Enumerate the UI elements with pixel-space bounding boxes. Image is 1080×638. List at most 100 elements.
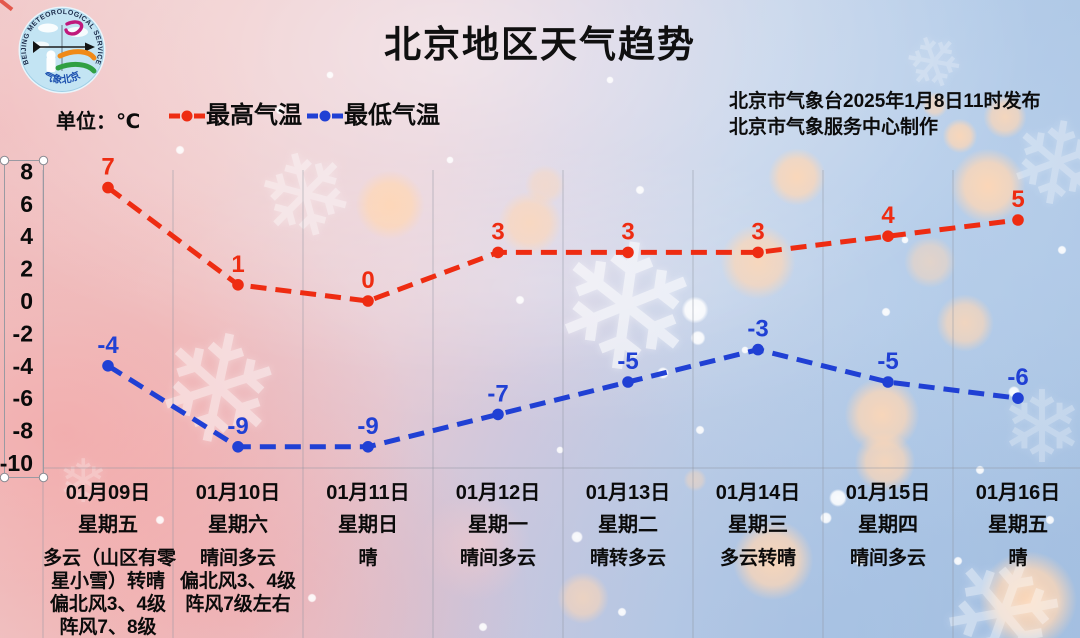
high-temp-value-label: 0 [361, 267, 374, 294]
logo-ribbon-magenta [64, 20, 84, 36]
high-temp-point [752, 246, 764, 259]
logo-radar-tower [46, 57, 56, 72]
high-temp-value-label: 4 [881, 202, 895, 229]
low-temp-point [752, 343, 764, 356]
day-weather-line: 晴间多云 [849, 548, 926, 569]
day-weather-line: 偏北风3、4级 [49, 594, 167, 615]
source-line-1: 北京市气象台2025年1月8日11时发布 [729, 91, 1041, 112]
high-temp-line-sample [169, 110, 205, 122]
page-title: 北京地区天气趋势 [384, 24, 696, 65]
high-temp-value-label: 3 [751, 218, 764, 245]
day-weekday: 星期三 [728, 514, 788, 536]
selection-handle [38, 472, 49, 483]
day-weather-line: 晴 [1008, 548, 1028, 569]
day-weekday: 星期五 [78, 514, 138, 536]
high-temp-value-label: 3 [621, 218, 634, 245]
legend-label-low-temp: 最低气温 [344, 102, 440, 129]
logo-ribbon-green [55, 61, 97, 74]
high-temp-value-label: 3 [491, 218, 504, 245]
high-temp-value-label: 7 [101, 154, 114, 181]
low-temp-value-label: -5 [617, 348, 638, 375]
low-temp-point [492, 408, 504, 421]
low-temp-value-label: -9 [227, 413, 248, 440]
y-axis-tick: -10 [0, 450, 33, 476]
day-weather: 多云（山区有零 星小雪）转晴 偏北风3、4级 阵风7、8级 [43, 547, 177, 638]
day-weather: 晴间多云 [433, 547, 563, 570]
high-temp-point [492, 246, 504, 259]
low-temp-line-sample [307, 110, 343, 122]
y-axis-tick: -4 [13, 353, 34, 379]
low-temp-point [362, 441, 374, 453]
day-column: 01月09日 星期五多云（山区有零 星小雪）转晴 偏北风3、4级 阵风7、8级 [43, 481, 177, 638]
day-column: 01月10日 星期六晴间多云 偏北风3、4级 阵风7级左右 [173, 481, 303, 638]
unit-label: 单位：℃ [56, 111, 141, 133]
day-weather: 多云转晴 [693, 547, 823, 570]
selection-handle [0, 155, 10, 166]
source-info: 北京市气象台2025年1月8日11时发布 北京市气象服务中心制作 [729, 89, 1041, 141]
day-date: 01月16日 [975, 482, 1061, 504]
day-weather-line: 阵风7级左右 [185, 594, 291, 615]
selection-handle [0, 472, 10, 483]
high-temp-value-label: 5 [1011, 186, 1024, 213]
y-axis-tick: -2 [13, 320, 33, 346]
high-temp-point [362, 295, 374, 307]
day-weather: 晴转多云 [563, 547, 693, 570]
y-axis-tick: 4 [20, 223, 33, 249]
selection-box-artifact [4, 160, 44, 478]
low-temp-value-label: -9 [357, 413, 378, 440]
day-weekday: 星期六 [208, 514, 268, 536]
day-weather-line: 晴转多云 [589, 548, 666, 569]
day-weather-line: 星小雪）转晴 [50, 571, 165, 592]
legend-swatch-high-temp [168, 109, 206, 123]
y-axis-tick: -6 [13, 385, 33, 411]
day-date: 01月13日 [585, 482, 671, 504]
day-date: 01月15日 [845, 482, 931, 504]
day-column: 01月12日 星期一晴间多云 [433, 481, 563, 638]
day-weekday: 星期五 [988, 514, 1048, 536]
y-axis-tick: 0 [20, 288, 33, 314]
day-weather-line: 阵风7、8级 [59, 617, 157, 638]
day-column: 01月13日 星期二晴转多云 [563, 481, 693, 638]
y-axis-tick: 6 [20, 191, 33, 217]
high-temp-point [622, 246, 634, 259]
day-weekday: 星期日 [338, 514, 398, 536]
day-weather-line: 晴间多云 [199, 548, 276, 569]
low-temp-point [102, 360, 114, 372]
selection-handle [38, 155, 49, 166]
day-weather: 晴间多云 偏北风3、4级 阵风7级左右 [173, 547, 303, 616]
day-column: 01月11日 星期日晴 [303, 481, 433, 638]
source-line-2: 北京市气象服务中心制作 [729, 117, 939, 138]
day-weekday: 星期一 [468, 514, 528, 536]
day-weekday: 星期四 [858, 514, 918, 536]
day-column: 01月16日 星期五晴 [953, 481, 1080, 638]
low-temp-value-label: -7 [487, 380, 508, 407]
low-temp-line [106, 347, 1019, 450]
day-weather: 晴间多云 [823, 547, 953, 570]
high-temp-point [102, 181, 114, 194]
y-axis-tick: 2 [20, 256, 33, 282]
day-forecast-grid: 01月09日 星期五 多云（山区有零 星小雪）转晴 偏北风3、4级 阵风7、8级 01月10… [43, 481, 1080, 638]
day-weather-line: 多云（山区有零 [43, 548, 177, 569]
low-temp-point [622, 376, 634, 388]
high-temp-point [1012, 214, 1024, 226]
day-column: 01月15日 星期四晴间多云 [823, 481, 953, 638]
day-weekday: 星期二 [598, 514, 658, 536]
high-temp-line [106, 185, 1019, 304]
day-weather: 晴 [303, 547, 433, 570]
day-date: 01月10日 [195, 482, 281, 504]
day-column: 01月14日 星期三多云转晴 [693, 481, 823, 638]
low-temp-value-label: -5 [877, 348, 898, 375]
day-date: 01月09日 [65, 482, 151, 504]
day-weather-line: 偏北风3、4级 [179, 571, 297, 592]
low-temp-point [1012, 392, 1024, 405]
day-date: 01月12日 [455, 482, 541, 504]
day-weather: 晴 [953, 547, 1080, 570]
low-temp-value-label: -4 [97, 332, 119, 359]
day-date: 01月14日 [715, 482, 801, 504]
low-temp-point [882, 376, 894, 388]
y-axis-tick: 8 [20, 158, 33, 184]
high-temp-point [232, 279, 244, 291]
y-axis-tick: -8 [13, 418, 34, 444]
